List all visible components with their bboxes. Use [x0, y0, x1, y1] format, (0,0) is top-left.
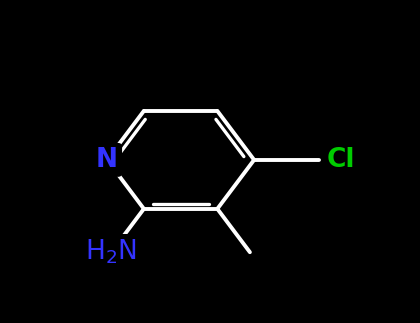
Text: N: N [96, 147, 118, 173]
Text: $\mathrm{H_2N}$: $\mathrm{H_2N}$ [85, 238, 137, 266]
Text: Cl: Cl [327, 147, 355, 173]
